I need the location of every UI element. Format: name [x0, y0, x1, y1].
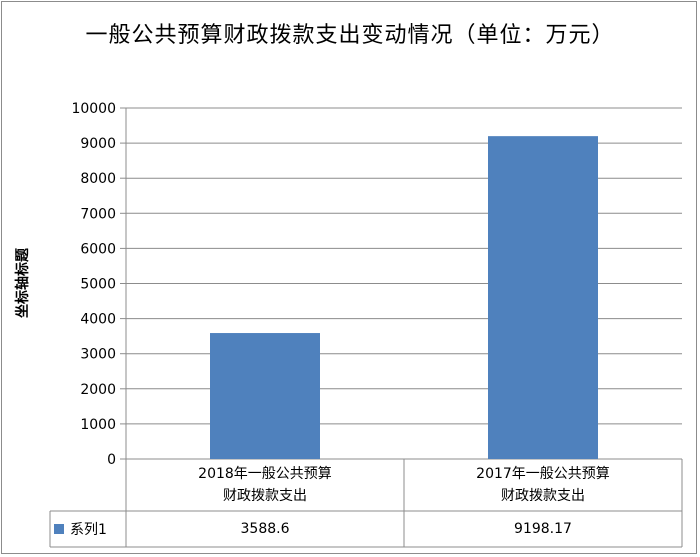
y-tick-label: 10000 — [71, 101, 116, 117]
y-tick-label: 5000 — [80, 277, 116, 293]
category-label-2018: 2018年一般公共预算 财政拨款支出 — [198, 466, 332, 504]
data-table-value-2017: 9198.17 — [514, 521, 572, 537]
bar-1 — [488, 136, 598, 459]
data-table-value-2018: 3588.6 — [240, 521, 290, 537]
series-swatch — [54, 524, 64, 534]
y-tick-label: 0 — [107, 452, 116, 468]
data-table-series-label: 系列1 — [70, 522, 107, 538]
y-tick-label: 2000 — [80, 382, 116, 398]
y-tick-label: 4000 — [80, 312, 116, 328]
y-tick-label: 8000 — [80, 171, 116, 187]
data-table-legend: 系列1 — [50, 511, 130, 547]
y-tick-label: 6000 — [80, 241, 116, 257]
y-tick-label: 9000 — [80, 136, 116, 152]
category-label-2017: 2017年一般公共预算 财政拨款支出 — [476, 466, 610, 504]
chart-title: 一般公共预算财政拨款支出变动情况（单位：万元） — [85, 23, 615, 48]
y-tick-label: 1000 — [80, 417, 116, 433]
y-tick-label: 7000 — [80, 206, 116, 222]
bar-0 — [210, 333, 320, 459]
y-tick-label: 3000 — [80, 347, 116, 363]
